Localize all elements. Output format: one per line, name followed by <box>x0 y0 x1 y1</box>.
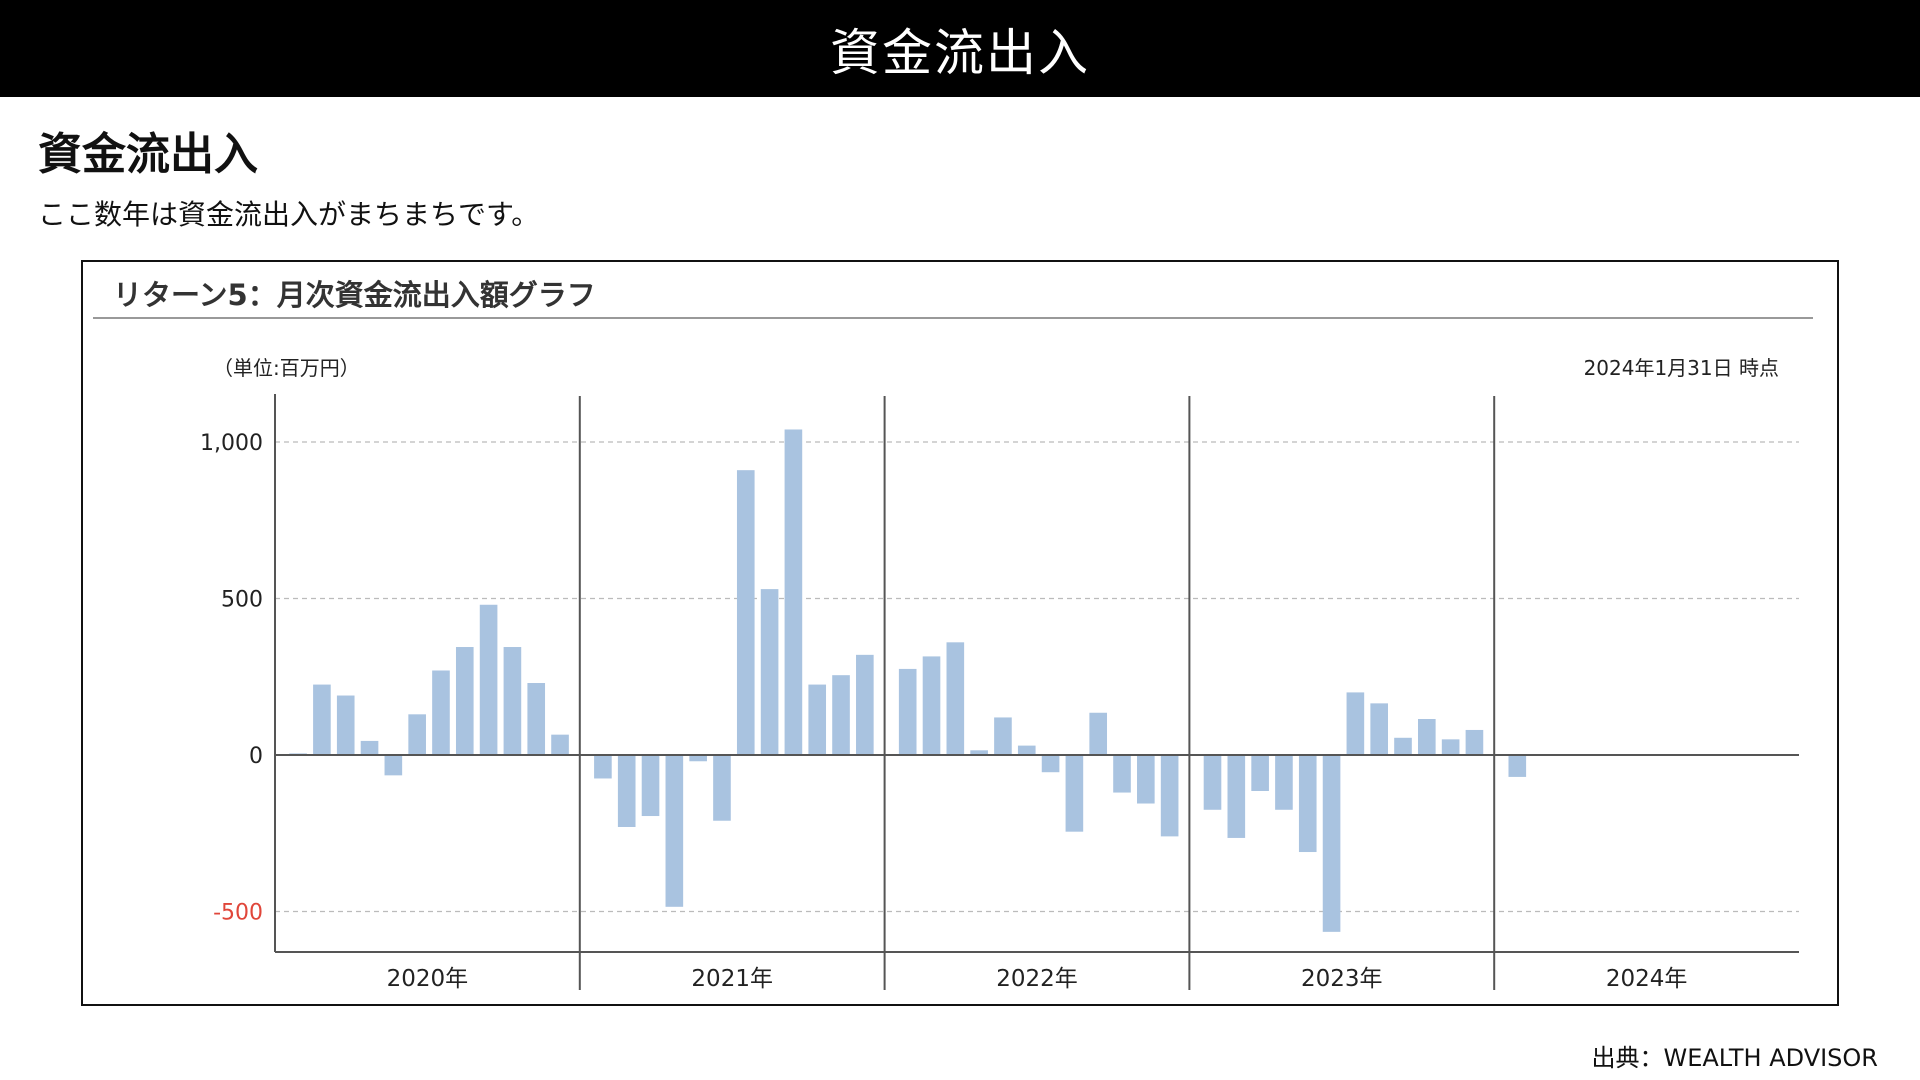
bar <box>970 750 988 755</box>
bar <box>1465 729 1484 755</box>
bar <box>1394 737 1412 755</box>
bar <box>665 755 684 907</box>
bar <box>1441 739 1460 755</box>
source-note: 出典：WEALTH ADVISOR <box>1591 1044 1879 1072</box>
x-tick-label: 2023年 <box>1301 966 1383 992</box>
chart-title: リターン5：月次資金流出入額グラフ <box>113 278 596 312</box>
bar <box>1065 755 1084 832</box>
bar <box>1227 755 1246 838</box>
bar <box>760 589 779 755</box>
bar <box>432 670 450 755</box>
bar <box>1203 755 1222 810</box>
bar <box>551 734 569 755</box>
x-tick-label: 2024年 <box>1606 966 1688 992</box>
bar <box>527 683 546 755</box>
bar <box>946 642 965 755</box>
page-description: ここ数年は資金流出入がまちまちです。 <box>38 198 540 231</box>
bar <box>713 755 731 821</box>
bar <box>808 684 827 755</box>
bar <box>1322 755 1341 932</box>
bar <box>617 755 636 827</box>
bar <box>1113 755 1131 793</box>
fund-flow-bar-chart: （単位:百万円） 2024年1月31日 時点 1,000 500 0 -500 2020年 2… <box>200 356 1799 992</box>
bar <box>784 429 803 755</box>
x-tick-label: 2022年 <box>996 966 1078 992</box>
bar <box>1251 755 1269 791</box>
y-tick-label: 1,000 <box>200 431 263 456</box>
bar <box>408 714 426 755</box>
bar <box>336 695 355 755</box>
bar <box>1089 712 1108 755</box>
y-tick-label: 0 <box>249 744 263 769</box>
bar <box>898 668 917 755</box>
bar <box>922 656 941 755</box>
bar <box>594 755 612 779</box>
bar <box>832 675 850 755</box>
as-of-label: 2024年1月31日 時点 <box>1584 356 1779 380</box>
bar <box>736 470 755 755</box>
y-tick-label: 500 <box>221 588 263 613</box>
x-tick-label: 2021年 <box>691 966 773 992</box>
bar <box>641 755 660 817</box>
page-heading: 資金流出入 <box>38 129 258 180</box>
x-tick-label: 2020年 <box>387 966 469 992</box>
chart-title-divider <box>93 317 1813 319</box>
bar <box>689 755 707 762</box>
bar <box>1041 755 1060 773</box>
bar <box>1017 745 1036 755</box>
bar <box>503 647 522 755</box>
top-banner: 資金流出入 <box>0 0 1920 97</box>
bar <box>994 717 1012 755</box>
bar <box>360 740 379 755</box>
bar <box>1346 692 1365 755</box>
bar <box>455 647 474 755</box>
bar <box>1508 755 1527 777</box>
bar <box>1275 755 1293 810</box>
bar <box>384 755 403 776</box>
bar <box>856 654 874 755</box>
unit-label: （単位:百万円） <box>213 356 360 380</box>
chart-panel: リターン5：月次資金流出入額グラフ （単位:百万円） 2024年1月31日 時点 1… <box>81 260 1839 1006</box>
banner-title: 資金流出入 <box>830 23 1090 82</box>
bar <box>1298 755 1317 853</box>
bar <box>313 684 331 755</box>
y-tick-label: -500 <box>213 901 263 926</box>
bar <box>1418 719 1436 755</box>
bar <box>1137 755 1155 804</box>
bar <box>1370 703 1388 755</box>
bar <box>479 604 498 755</box>
bar <box>1160 755 1179 837</box>
